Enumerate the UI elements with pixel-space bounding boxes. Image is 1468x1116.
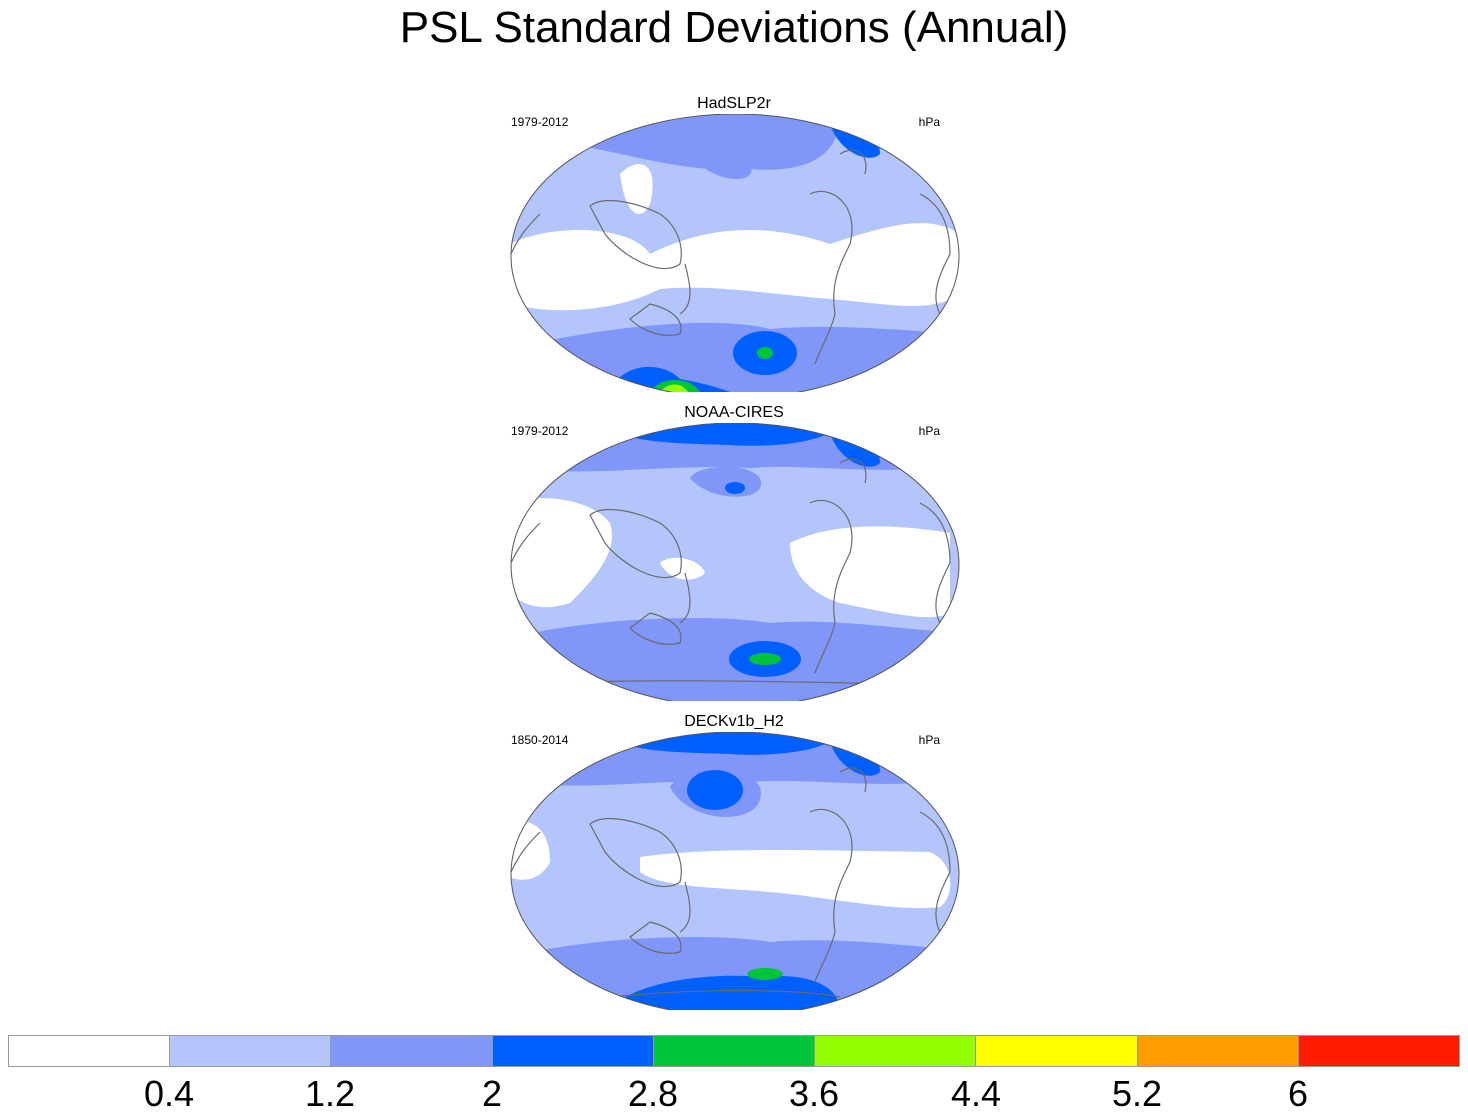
colorbar-label: 1.2 xyxy=(304,1073,356,1114)
colorbar-cell xyxy=(815,1036,977,1066)
panel-title: NOAA-CIRES xyxy=(684,404,784,421)
panel-years: 1850-2014 xyxy=(511,733,569,747)
colorbar-label: 5.2 xyxy=(1111,1073,1163,1114)
map-panel-deckv1b-h2: DECKv1b_H2 1850-2014 hPa xyxy=(500,713,968,1010)
colorbar-cell xyxy=(170,1036,332,1066)
colorbar-cell xyxy=(976,1036,1138,1066)
map-panel-noaa-cires: NOAA-CIRES 1979-2012 hPa xyxy=(500,404,968,701)
colorbar xyxy=(8,1035,1460,1067)
colorbar-cell xyxy=(1298,1036,1459,1066)
colorbar-cell xyxy=(1137,1036,1299,1066)
panel-title: DECKv1b_H2 xyxy=(684,713,784,730)
colorbar-label: 2.8 xyxy=(627,1073,679,1114)
colorbar-cell xyxy=(492,1036,654,1066)
panel-years: 1979-2012 xyxy=(511,115,569,129)
colorbar-label: 6 xyxy=(1287,1073,1309,1114)
panel-units: hPa xyxy=(918,733,940,747)
colorbar-label: 2 xyxy=(481,1073,503,1114)
panel-title: HadSLP2r xyxy=(697,95,771,112)
panel-units: hPa xyxy=(918,115,940,129)
colorbar-cell xyxy=(331,1036,493,1066)
world-map xyxy=(510,732,960,1010)
colorbar-cell xyxy=(9,1036,171,1066)
world-map xyxy=(510,114,960,392)
world-map xyxy=(510,423,960,701)
colorbar-label: 0.4 xyxy=(143,1073,195,1114)
map-panel-hadslp2r: HadSLP2r 1979-2012 hPa xyxy=(500,95,968,392)
panel-years: 1979-2012 xyxy=(511,424,569,438)
panel-units: hPa xyxy=(918,424,940,438)
colorbar-label: 4.4 xyxy=(950,1073,1002,1114)
colorbar-cell xyxy=(653,1036,816,1066)
colorbar-label: 3.6 xyxy=(788,1073,840,1114)
figure-title: PSL Standard Deviations (Annual) xyxy=(399,3,1069,52)
